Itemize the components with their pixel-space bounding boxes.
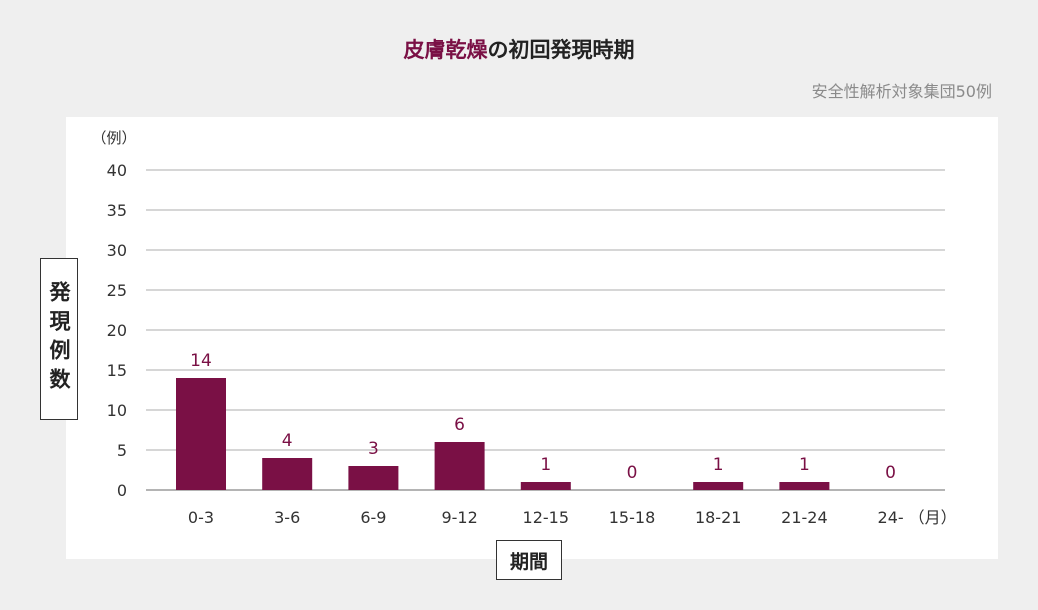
x-tick-label: 15-18 <box>609 508 656 527</box>
x-tick-label: 0-3 <box>188 508 214 527</box>
data-label: 6 <box>454 415 465 435</box>
data-label: 0 <box>885 463 896 483</box>
y-tick-label: 35 <box>107 201 127 220</box>
y-axis-label-text: 発現例数 <box>47 281 71 397</box>
data-label: 1 <box>540 455 551 475</box>
data-label: 1 <box>713 455 724 475</box>
x-tick-label: 24- <box>878 508 904 527</box>
x-axis-label-text: 期間 <box>509 550 548 573</box>
bar <box>693 482 744 490</box>
y-axis-label: 発現例数 <box>40 258 78 420</box>
data-label: 0 <box>627 463 638 483</box>
y-tick-label: 10 <box>107 401 127 420</box>
x-unit-label: （月） <box>909 508 957 527</box>
y-tick-label: 25 <box>107 281 127 300</box>
data-label: 1 <box>799 455 810 475</box>
data-label: 3 <box>368 439 379 459</box>
chart-title-rest: の初回発現時期 <box>487 38 635 62</box>
bar <box>434 442 485 490</box>
x-tick-label: 21-24 <box>781 508 828 527</box>
data-label: 14 <box>190 351 212 371</box>
x-axis-label: 期間 <box>496 540 562 580</box>
x-tick-label: 3-6 <box>274 508 300 527</box>
x-tick-label: 9-12 <box>441 508 477 527</box>
bar <box>520 482 571 490</box>
x-tick-label: 18-21 <box>695 508 742 527</box>
bar <box>262 458 313 490</box>
y-tick-label: 5 <box>117 441 127 460</box>
bar <box>176 378 226 490</box>
y-tick-label: 40 <box>107 161 127 180</box>
x-tick-label: 12-15 <box>523 508 570 527</box>
y-tick-label: 15 <box>107 361 127 380</box>
x-tick-label: 6-9 <box>360 508 386 527</box>
y-tick-label: 20 <box>107 321 127 340</box>
y-tick-label: 30 <box>107 241 127 260</box>
y-tick-label: 0 <box>117 481 127 500</box>
chart-title: 皮膚乾燥の初回発現時期 <box>0 34 1038 64</box>
chart-title-highlight: 皮膚乾燥 <box>403 38 488 62</box>
bar <box>348 466 399 490</box>
data-label: 4 <box>282 431 293 451</box>
chart-subtitle: 安全性解析対象集団50例 <box>811 82 992 101</box>
y-unit-label: （例） <box>91 129 136 147</box>
bar <box>779 482 830 490</box>
